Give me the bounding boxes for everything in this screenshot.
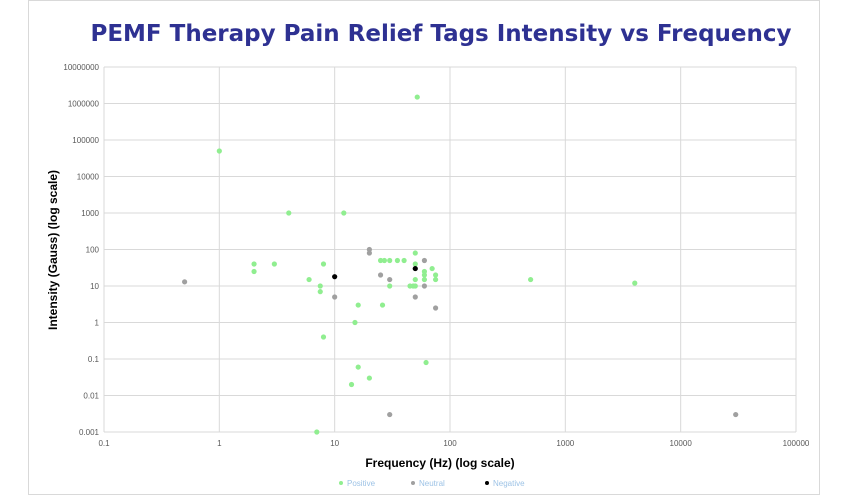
data-point-positive [251, 261, 257, 267]
data-point-positive [352, 319, 358, 326]
data-point-positive [320, 334, 327, 340]
data-point-positive [216, 148, 222, 154]
x-axis-label: Frequency (Hz) (log scale) [365, 456, 514, 470]
y-axis-label: Intensity (Gauss) (log scale) [46, 170, 60, 330]
data-point-neutral [387, 276, 393, 283]
x-tick-label: 1000 [556, 439, 574, 448]
data-point-positive [341, 210, 347, 216]
data-point-negative [412, 265, 418, 272]
legend-label: Positive [347, 479, 376, 488]
data-point-positive [414, 94, 420, 100]
data-point-positive [377, 257, 384, 264]
data-points [182, 94, 739, 435]
data-point-positive [286, 210, 292, 216]
grid [103, 66, 797, 433]
y-tick-label: 10000000 [63, 63, 99, 72]
data-point-neutral [332, 294, 338, 300]
data-point-positive [421, 272, 428, 278]
legend-label: Neutral [419, 479, 445, 488]
data-point-positive [432, 272, 439, 278]
legend-marker [411, 481, 415, 485]
y-tick-label: 0.01 [83, 392, 99, 401]
chart-title: PEMF Therapy Pain Relief Tags Intensity … [90, 21, 791, 47]
x-tick-label: 100 [443, 439, 457, 448]
data-point-negative [332, 274, 338, 280]
x-tick-label: 10 [330, 439, 339, 448]
data-point-neutral [377, 272, 384, 278]
legend-item-neutral: Neutral [411, 479, 445, 488]
y-tick-label: 100 [86, 246, 100, 255]
data-point-neutral [366, 250, 372, 256]
series-neutral [182, 246, 739, 418]
data-point-positive [251, 268, 257, 275]
x-tick-label: 10000 [670, 439, 693, 448]
data-point-positive [412, 250, 418, 256]
series-positive [216, 94, 638, 435]
data-point-positive [401, 257, 407, 264]
data-point-positive [528, 276, 534, 283]
data-point-positive [355, 302, 361, 308]
legend-marker [485, 481, 489, 485]
data-point-positive [423, 359, 429, 366]
data-point-neutral [421, 257, 428, 264]
y-tick-label: 100000 [72, 136, 99, 145]
legend-item-negative: Negative [485, 479, 525, 488]
data-point-positive [271, 261, 277, 267]
chart-frame: PEMF Therapy Pain Relief Tags Intensity … [28, 0, 820, 495]
data-point-positive [412, 276, 418, 283]
data-point-neutral [412, 294, 418, 300]
y-tick-label: 10 [90, 282, 99, 291]
y-tick-label: 10000 [77, 173, 100, 182]
scatter-chart: PEMF Therapy Pain Relief Tags Intensity … [46, 21, 810, 488]
data-point-neutral [421, 283, 428, 289]
data-point-positive [387, 283, 393, 289]
data-point-positive [317, 289, 323, 295]
data-point-positive [379, 302, 386, 308]
y-tick-label: 1 [95, 319, 100, 328]
data-point-positive [421, 276, 428, 283]
data-point-positive [412, 283, 418, 289]
x-tick-label: 1 [217, 439, 222, 448]
y-tick-label: 0.1 [88, 355, 100, 364]
data-point-positive [381, 257, 388, 264]
y-tick-label: 1000 [81, 209, 99, 218]
data-point-neutral [432, 305, 439, 311]
data-point-positive [394, 257, 401, 264]
data-point-positive [632, 280, 638, 286]
x-tick-label: 0.1 [98, 439, 110, 448]
legend: Positive Neutral Negative [339, 479, 525, 488]
data-point-positive [412, 261, 418, 267]
tick-labels: 0.1 1 10 100 1000 10000 100000 0.001 0.01 0.1 1 10 1… [63, 63, 809, 448]
data-point-positive [320, 261, 327, 267]
data-point-positive [317, 283, 323, 289]
legend-marker [339, 481, 343, 485]
data-point-neutral [387, 411, 393, 418]
data-point-positive [348, 381, 355, 388]
legend-label: Negative [493, 479, 525, 488]
data-point-positive [432, 276, 439, 283]
y-tick-label: 0.001 [79, 428, 100, 437]
data-point-positive [366, 375, 372, 381]
data-point-positive [306, 276, 312, 283]
data-point-neutral [182, 279, 188, 285]
series-negative [332, 265, 418, 280]
legend-item-positive: Positive [339, 479, 376, 488]
x-tick-label: 100000 [783, 439, 810, 448]
data-point-neutral [733, 411, 739, 418]
data-point-positive [429, 265, 435, 272]
data-point-positive [387, 257, 393, 264]
data-point-positive [314, 429, 320, 435]
y-tick-label: 1000000 [68, 100, 100, 109]
data-point-positive [355, 364, 361, 370]
